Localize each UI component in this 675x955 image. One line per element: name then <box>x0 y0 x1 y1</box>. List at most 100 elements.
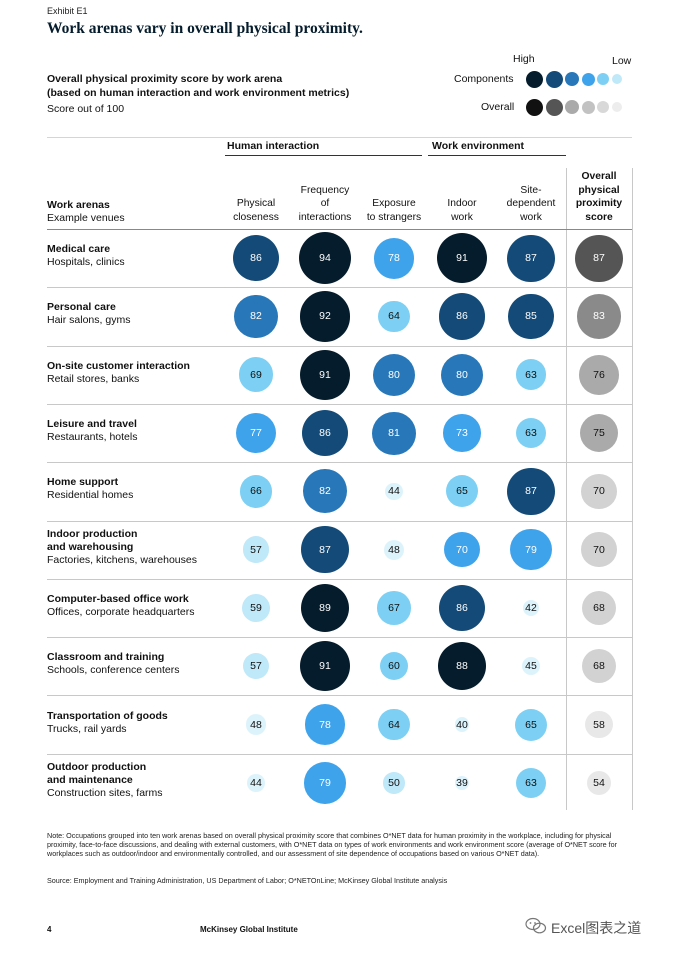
arena-example: Offices, corporate headquarters <box>47 605 195 618</box>
arena-example: Trucks, rail yards <box>47 722 127 735</box>
component-score-circle: 91 <box>437 233 487 284</box>
component-score-circle: 78 <box>304 704 346 745</box>
arena-label: Medical care Hospitals, clinics <box>47 243 125 269</box>
row-divider <box>47 753 632 755</box>
arena-name: Indoor production <box>47 528 138 541</box>
component-score-circle: 86 <box>232 234 280 282</box>
row-divider <box>47 637 632 639</box>
arena-label: Computer-based office work Offices, corpo… <box>47 593 194 619</box>
legend-overall-swatch <box>565 100 579 114</box>
component-score-circle: 65 <box>446 475 478 508</box>
arena-name: Home support <box>47 476 119 489</box>
component-score-circle: 66 <box>239 475 273 508</box>
row-label-header: Work arenas Example venues <box>47 199 125 225</box>
legend-overall-label: Overall <box>481 101 515 113</box>
arena-example: Construction sites, farms <box>47 787 163 800</box>
component-score-circle: 81 <box>372 411 416 455</box>
env-underline <box>428 155 566 156</box>
component-score-circle: 77 <box>235 412 277 454</box>
legend-component-swatch <box>545 70 563 88</box>
arena-example: Hair salons, gyms <box>47 314 131 327</box>
component-score-circle: 79 <box>510 528 552 571</box>
arena-name: Outdoor production <box>47 761 147 774</box>
column-header-line: closeness <box>233 211 279 223</box>
score-note: Score out of 100 <box>47 103 125 115</box>
human-underline <box>225 155 422 156</box>
arena-label: Classroom and training Schools, conferenc… <box>47 651 180 677</box>
arena-name: Personal care <box>47 301 116 314</box>
arena-label: Home support Residential homes <box>47 476 133 502</box>
column-header-line: Indoor <box>447 198 477 209</box>
column-header-line: proximity <box>575 198 623 209</box>
legend-overall-swatch <box>612 102 622 112</box>
column-header-line: work <box>451 211 473 223</box>
arena-label: Transportation of goods Trucks, rail yard… <box>47 710 168 736</box>
row-divider <box>47 229 632 230</box>
component-score-circle: 57 <box>242 653 270 680</box>
column-header-line: Physical <box>236 198 276 209</box>
component-score-circle: 87 <box>507 467 555 515</box>
group-human-interaction: Human interaction <box>227 140 320 152</box>
overall-score-circle: 70 <box>581 531 617 568</box>
overall-score-circle: 75 <box>579 413 619 453</box>
arena-label: Outdoor production and maintenance Constru… <box>47 761 163 800</box>
legend-high: High <box>513 53 535 65</box>
top-rule <box>47 137 632 138</box>
component-score-circle: 63 <box>515 767 547 799</box>
subtitle-line-1: Overall physical proximity score by work… <box>47 73 283 85</box>
legend-overall-swatch <box>581 100 595 114</box>
table-bottom-rule <box>47 812 632 813</box>
component-score-circle: 39 <box>455 775 469 790</box>
arena-example: Schools, conference centers <box>47 664 180 677</box>
component-score-circle: 89 <box>300 583 350 633</box>
row-divider <box>47 578 632 580</box>
component-score-circle: 91 <box>300 641 350 692</box>
component-score-circle: 94 <box>299 232 351 285</box>
arena-label: Indoor production and warehousing Factorie… <box>47 528 197 567</box>
column-header-line: work <box>520 211 542 223</box>
component-score-circle: 82 <box>234 294 278 339</box>
column-header: Site-dependent work <box>494 184 568 225</box>
publisher: McKinsey Global Institute <box>200 925 298 934</box>
component-score-circle: 85 <box>508 293 554 340</box>
component-score-circle: 42 <box>522 599 540 616</box>
row-label-sub: Example venues <box>47 212 125 224</box>
component-score-circle: 92 <box>299 291 351 342</box>
overall-score-circle: 70 <box>581 473 617 510</box>
arena-name: and maintenance <box>47 774 133 787</box>
legend-components-label: Components <box>454 73 514 85</box>
column-header-line: Overall <box>581 171 617 182</box>
group-work-environment: Work environment <box>432 140 524 152</box>
column-header-line: of <box>320 198 330 209</box>
watermark-text: Excel图表之道 <box>551 919 642 936</box>
arena-example: Retail stores, banks <box>47 372 140 385</box>
legend-overall-swatch <box>545 98 563 116</box>
column-header-line: score <box>585 211 613 223</box>
arena-example: Restaurants, hotels <box>47 431 138 444</box>
column-header-line: Frequency <box>300 184 350 196</box>
arena-example: Hospitals, clinics <box>47 256 125 269</box>
legend-component-swatch <box>525 70 543 88</box>
legend-overall-swatch <box>525 98 543 116</box>
overall-rule-right <box>632 168 633 810</box>
column-header-line: to strangers <box>366 211 422 223</box>
component-score-circle: 69 <box>238 357 274 393</box>
component-score-circle: 86 <box>438 293 486 340</box>
component-score-circle: 87 <box>301 526 349 574</box>
column-header-line: Exposure <box>372 198 416 209</box>
component-score-circle: 59 <box>242 594 270 622</box>
component-score-circle: 70 <box>444 531 480 568</box>
component-score-circle: 57 <box>242 536 270 563</box>
arena-example: Factories, kitchens, warehouses <box>47 554 197 567</box>
arena-name: Transportation of goods <box>47 709 168 722</box>
legend-overall-swatch <box>597 101 609 113</box>
arena-label: Personal care Hair salons, gyms <box>47 301 130 327</box>
arena-name: On-site customer interaction <box>47 359 190 372</box>
page-number: 4 <box>47 925 52 934</box>
legend-component-swatch <box>597 73 609 85</box>
wechat-icon <box>525 917 547 938</box>
component-score-circle: 86 <box>301 409 349 457</box>
component-score-circle: 73 <box>443 414 481 452</box>
component-score-circle: 40 <box>454 717 470 732</box>
column-header-line: dependent <box>506 198 556 209</box>
